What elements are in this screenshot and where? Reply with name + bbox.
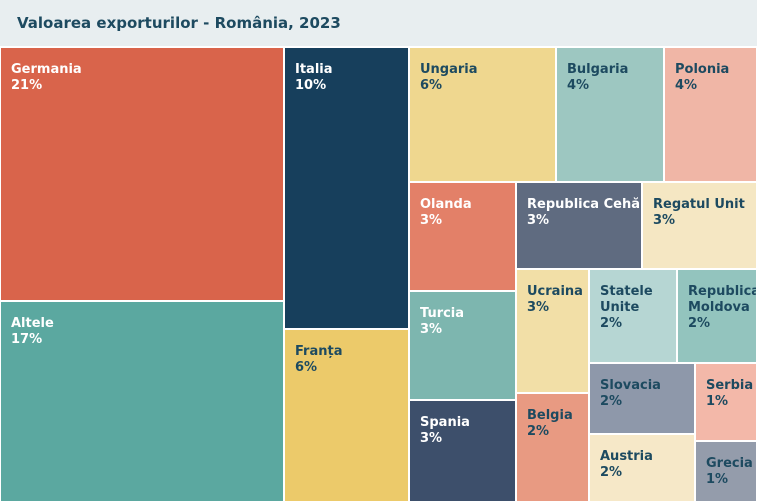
tile-value-franta: 6%	[295, 360, 318, 375]
tile-label-germania: Germania	[11, 62, 82, 77]
tile-value-olanda: 3%	[420, 213, 443, 228]
treemap-tile-turcia: Turcia 3%	[409, 291, 516, 400]
treemap-tile-polonia: Polonia 4%	[664, 47, 757, 182]
tile-value-bulgaria: 4%	[567, 78, 590, 93]
tile-value-slovacia: 2%	[600, 394, 623, 409]
tile-value-turcia: 3%	[420, 322, 443, 337]
tile-label-franta: Franța	[295, 344, 343, 359]
tile-value-germania: 21%	[11, 78, 43, 93]
tile-label-spania: Spania	[420, 415, 470, 430]
tile-value-austria: 2%	[600, 465, 623, 480]
tile-value-statele-unite: 2%	[600, 316, 623, 331]
treemap-tile-slovacia: Slovacia 2%	[589, 363, 695, 434]
chart-title: Valoarea exporturilor - România, 2023	[17, 14, 341, 32]
tile-label-republica-ceha: Republica Cehă	[527, 197, 640, 212]
treemap-tile-belgia: Belgia 2%	[516, 393, 589, 502]
treemap-tile-italia: Italia 10%	[284, 47, 409, 329]
treemap-tile-olanda: Olanda 3%	[409, 182, 516, 291]
treemap-tile-altele: Altele 17%	[0, 301, 284, 502]
tile-label-grecia: Grecia	[706, 456, 753, 471]
tile-value-grecia: 1%	[706, 472, 729, 487]
tile-value-belgia: 2%	[527, 424, 550, 439]
tile-label-bulgaria: Bulgaria	[567, 62, 629, 77]
tile-value-republica-moldova: 2%	[688, 316, 711, 331]
tile-label-slovacia: Slovacia	[600, 378, 661, 393]
tile-label-serbia: Serbia	[706, 378, 754, 393]
treemap-tile-franta: Franța 6%	[284, 329, 409, 502]
tile-label-altele: Altele	[11, 316, 54, 331]
treemap-tile-grecia: Grecia 1%	[695, 441, 757, 502]
treemap-tile-bulgaria: Bulgaria 4%	[556, 47, 664, 182]
treemap-tile-ungaria: Ungaria 6%	[409, 47, 556, 182]
tile-label-republica-moldova: Republica Moldova	[688, 284, 757, 315]
tile-label-italia: Italia	[295, 62, 333, 77]
tile-label-austria: Austria	[600, 449, 653, 464]
treemap-tile-spania: Spania 3%	[409, 400, 516, 502]
treemap-tile-republica-ceha: Republica Cehă 3%	[516, 182, 642, 269]
treemap-tile-austria: Austria 2%	[589, 434, 695, 502]
treemap-tile-ucraina: Ucraina 3%	[516, 269, 589, 393]
tile-label-ungaria: Ungaria	[420, 62, 478, 77]
treemap-tile-statele-unite: Statele Unite 2%	[589, 269, 677, 363]
tile-value-ungaria: 6%	[420, 78, 443, 93]
tile-value-italia: 10%	[295, 78, 327, 93]
treemap-tile-regatul-unit: Regatul Unit 3%	[642, 182, 757, 269]
tile-value-republica-ceha: 3%	[527, 213, 550, 228]
tile-label-ucraina: Ucraina	[527, 284, 583, 299]
tile-value-ucraina: 3%	[527, 300, 550, 315]
tile-label-turcia: Turcia	[420, 306, 465, 321]
treemap-tile-republica-moldova: Republica Moldova 2%	[677, 269, 757, 363]
tile-value-spania: 3%	[420, 431, 443, 446]
tile-value-altele: 17%	[11, 332, 43, 347]
tile-label-statele-unite: Statele Unite	[600, 284, 653, 315]
tile-value-serbia: 1%	[706, 394, 729, 409]
tile-value-regatul-unit: 3%	[653, 213, 676, 228]
tile-label-belgia: Belgia	[527, 408, 573, 423]
tile-value-polonia: 4%	[675, 78, 698, 93]
tile-label-polonia: Polonia	[675, 62, 730, 77]
tile-label-regatul-unit: Regatul Unit	[653, 197, 745, 212]
treemap-tile-germania: Germania 21%	[0, 47, 284, 301]
tile-label-olanda: Olanda	[420, 197, 472, 212]
treemap-tile-serbia: Serbia 1%	[695, 363, 757, 441]
chart-header: Valoarea exporturilor - România, 2023	[0, 0, 757, 46]
